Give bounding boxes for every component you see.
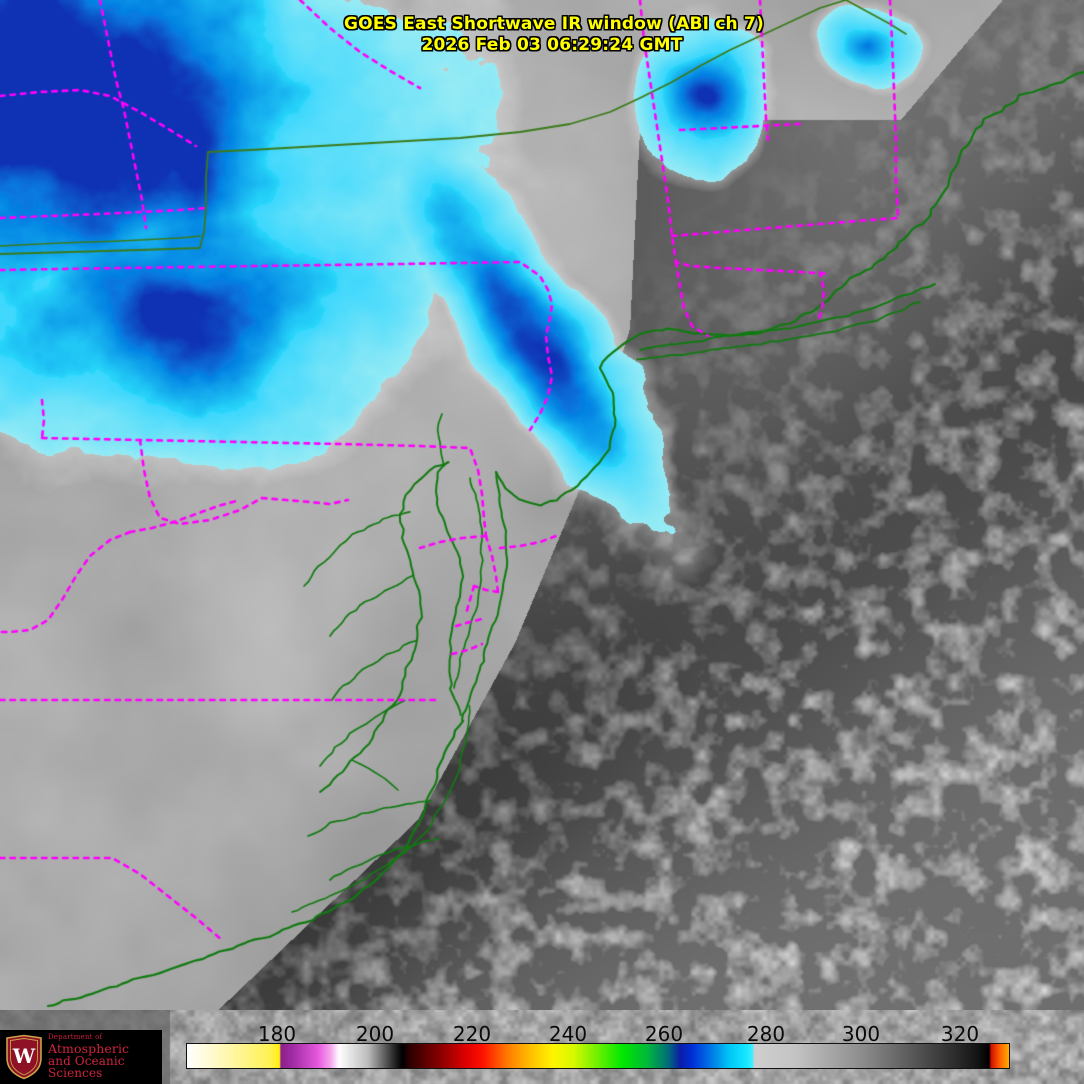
colorbar-tick-labels: 180 200 220 240 260 280 300 320 [0,1010,1084,1055]
logo-line-oceanic: and Oceanic Sciences [48,1053,125,1081]
uw-crest-svg: W [6,1034,42,1080]
uw-aos-logo: W Department of Atmospheric and Oceanic … [0,1030,162,1084]
colorbar-tick-label: 180 [257,1022,297,1046]
colorbar-tick-label: 200 [355,1022,395,1046]
colorbar-gradient-bar [186,1043,1010,1069]
colorbar-tick-label: 280 [746,1022,786,1046]
colorbar-gradient-canvas [187,1044,1009,1068]
satellite-image-panel [0,0,1084,1010]
logo-department-label: Department of [48,1033,103,1042]
svg-text:W: W [12,1044,36,1068]
colorbar-tick-label: 220 [452,1022,492,1046]
logo-line-atmospheric: Atmospheric [48,1040,130,1056]
colorbar-tick-label: 240 [548,1022,588,1046]
colorbar-tick-label: 260 [644,1022,684,1046]
satellite-image-canvas [0,0,1084,1010]
colorbar-tick-label: 300 [841,1022,881,1046]
colorbar-tick-label: 320 [940,1022,980,1046]
uw-logo-text: Department of Atmospheric and Oceanic Sc… [44,1033,162,1081]
uw-crest-icon: W [4,1034,44,1080]
